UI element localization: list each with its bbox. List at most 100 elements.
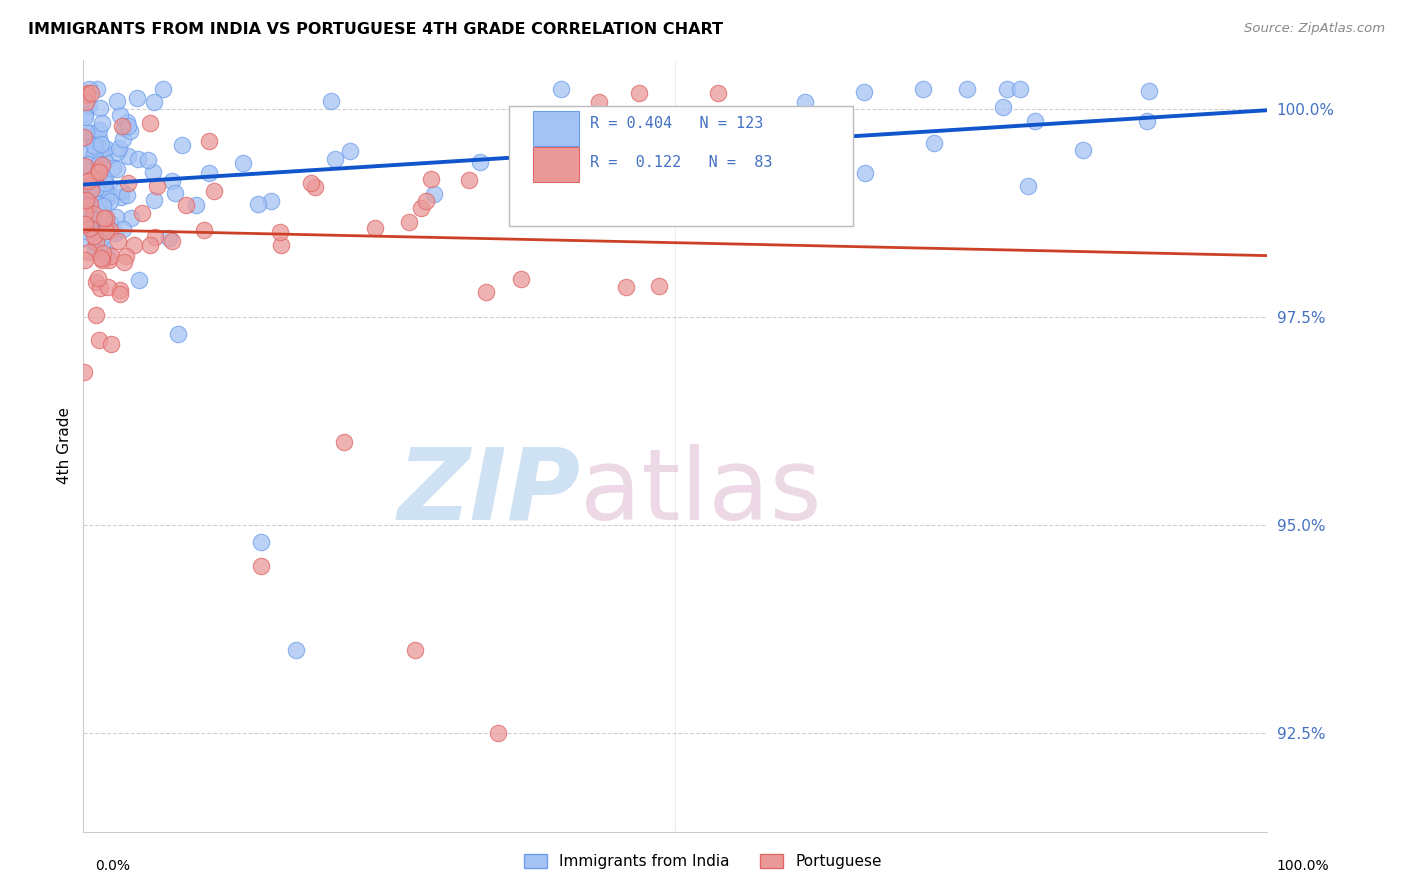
Point <box>157 231 180 245</box>
Point <box>269 225 291 239</box>
Point <box>853 85 876 99</box>
Point <box>94 172 117 186</box>
Point <box>73 224 96 238</box>
Point <box>510 272 533 286</box>
Point <box>122 238 145 252</box>
Point <box>86 226 108 240</box>
Point <box>176 198 198 212</box>
Point <box>75 107 97 121</box>
Point <box>83 244 105 259</box>
Point <box>83 207 105 221</box>
Point <box>83 208 105 222</box>
Point <box>80 211 103 226</box>
FancyBboxPatch shape <box>533 147 579 183</box>
FancyBboxPatch shape <box>509 106 852 226</box>
Point <box>80 183 103 197</box>
Y-axis label: 4th Grade: 4th Grade <box>58 408 72 484</box>
Point <box>91 199 114 213</box>
Point <box>530 152 553 166</box>
Point <box>127 152 149 166</box>
Point <box>1135 114 1157 128</box>
Point <box>94 141 117 155</box>
Point <box>108 287 131 301</box>
Point <box>139 116 162 130</box>
Point <box>89 333 111 347</box>
Text: 100.0%: 100.0% <box>1277 859 1329 872</box>
Point <box>193 223 215 237</box>
Point <box>332 434 354 449</box>
Point <box>94 224 117 238</box>
Point <box>77 174 100 188</box>
Point <box>89 143 111 157</box>
Point <box>669 138 692 153</box>
Point <box>621 153 644 167</box>
Point <box>91 183 114 197</box>
Point <box>80 171 103 186</box>
Point <box>117 177 139 191</box>
Point <box>83 170 105 185</box>
Point <box>232 156 254 170</box>
Point <box>79 221 101 235</box>
Text: 0.0%: 0.0% <box>96 859 131 872</box>
Point <box>458 172 481 186</box>
Point <box>588 95 610 110</box>
Point <box>105 162 128 177</box>
Point <box>93 145 115 160</box>
Point <box>104 227 127 241</box>
Point <box>84 275 107 289</box>
Point <box>146 179 169 194</box>
Point <box>90 247 112 261</box>
Point <box>112 132 135 146</box>
Point <box>77 245 100 260</box>
Point <box>105 145 128 159</box>
Point <box>75 159 97 173</box>
Point <box>415 194 437 208</box>
Point <box>561 152 583 166</box>
Point <box>73 205 96 219</box>
Point <box>90 116 112 130</box>
Point <box>107 234 129 248</box>
Point <box>89 281 111 295</box>
Point <box>75 231 97 245</box>
Point <box>75 252 97 267</box>
Point <box>93 179 115 194</box>
Point <box>91 195 114 210</box>
Point <box>165 186 187 201</box>
Point <box>299 176 322 190</box>
Text: Source: ZipAtlas.com: Source: ZipAtlas.com <box>1244 22 1385 36</box>
Point <box>398 215 420 229</box>
Point <box>167 326 190 341</box>
Point <box>143 229 166 244</box>
Text: R = 0.404   N = 123: R = 0.404 N = 123 <box>591 116 763 131</box>
Point <box>83 229 105 244</box>
Point <box>128 273 150 287</box>
Point <box>689 193 711 207</box>
Point <box>87 165 110 179</box>
Point <box>91 211 114 226</box>
Point <box>100 216 122 230</box>
Text: IMMIGRANTS FROM INDIA VS PORTUGUESE 4TH GRADE CORRELATION CHART: IMMIGRANTS FROM INDIA VS PORTUGUESE 4TH … <box>28 22 723 37</box>
Point <box>1137 84 1160 98</box>
Point <box>90 137 112 152</box>
Point <box>97 252 120 267</box>
Point <box>924 136 946 150</box>
Point <box>186 198 208 212</box>
Point <box>110 184 132 198</box>
Point <box>83 139 105 153</box>
Point <box>90 230 112 244</box>
Point <box>117 119 139 133</box>
Point <box>98 194 121 209</box>
Point <box>75 95 97 110</box>
Point <box>94 154 117 169</box>
Point <box>1024 113 1046 128</box>
Point <box>648 278 671 293</box>
Point <box>86 197 108 211</box>
Point <box>97 186 120 200</box>
Point <box>98 223 121 237</box>
Point <box>707 86 730 100</box>
Point <box>94 211 117 225</box>
Point <box>250 534 273 549</box>
Text: R =  0.122   N =  83: R = 0.122 N = 83 <box>591 155 772 169</box>
Point <box>73 130 96 145</box>
Point <box>107 141 129 155</box>
